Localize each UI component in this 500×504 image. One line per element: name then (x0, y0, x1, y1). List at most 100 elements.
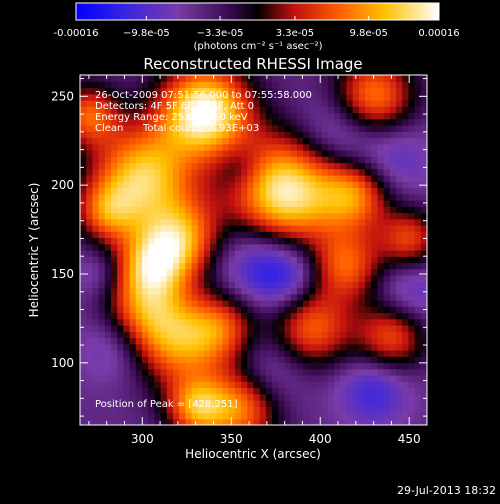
heatmap-cell (92, 106, 100, 114)
heatmap-cell (414, 231, 422, 239)
heatmap-cell (414, 287, 422, 295)
heatmap-cell (179, 175, 186, 182)
heatmap-cell (309, 350, 317, 357)
heatmap-cell (371, 112, 379, 120)
heatmap-cell (160, 200, 168, 207)
heatmap-cell (129, 343, 137, 351)
heatmap-cell (383, 81, 391, 89)
heatmap-cell (303, 343, 310, 351)
heatmap-cell (104, 187, 112, 195)
heatmap-cell (272, 262, 279, 270)
heatmap-cell (389, 131, 397, 139)
heatmap-cell (290, 331, 298, 339)
heatmap-cell (402, 156, 410, 164)
heatmap-cell (216, 337, 224, 345)
heatmap-cell (259, 262, 267, 270)
heatmap-cell (191, 218, 199, 226)
heatmap-cell (123, 331, 131, 339)
heatmap-cell (334, 250, 341, 257)
heatmap-cell (265, 168, 273, 176)
heatmap-cell (197, 187, 205, 195)
heatmap-cell (172, 81, 180, 89)
heatmap-cell (154, 143, 162, 151)
heatmap-cell (148, 75, 155, 82)
heatmap-cell (340, 112, 348, 120)
heatmap-cell (148, 175, 155, 182)
heatmap-cell (265, 112, 273, 120)
heatmap-cell (309, 293, 317, 301)
heatmap-cell (166, 312, 174, 320)
heatmap-cell (265, 175, 273, 182)
heatmap-cell (104, 312, 112, 320)
heatmap-cell (259, 131, 267, 139)
heatmap-cell (371, 275, 379, 282)
heatmap-cell (141, 337, 149, 345)
heatmap-cell (365, 325, 372, 332)
heatmap-cell (253, 368, 261, 376)
heatmap-cell (203, 400, 211, 407)
heatmap-cell (315, 118, 323, 126)
heatmap-cell (216, 137, 224, 145)
heatmap-cell (203, 331, 211, 339)
heatmap-cell (365, 231, 372, 239)
heatmap-cell (141, 243, 149, 251)
heatmap-cell (321, 181, 329, 189)
heatmap-cell (290, 118, 298, 126)
heatmap-cell (92, 406, 100, 414)
heatmap-cell (216, 75, 224, 82)
heatmap-cell (210, 356, 217, 364)
heatmap-cell (166, 275, 174, 282)
heatmap-cell (241, 118, 248, 126)
heatmap-cell (185, 306, 193, 314)
heatmap-cell (377, 87, 385, 95)
heatmap-cell (315, 406, 323, 414)
heatmap-cell (389, 256, 397, 264)
heatmap-cell (389, 300, 397, 307)
heatmap-cell (160, 112, 168, 120)
heatmap-cell (247, 350, 255, 357)
heatmap-cell (389, 106, 397, 114)
heatmap-cell (129, 350, 137, 357)
heatmap-cell (346, 100, 354, 107)
heatmap-cell (346, 106, 354, 114)
heatmap-cell (259, 293, 267, 301)
heatmap-cell (340, 75, 348, 82)
heatmap-cell (334, 375, 341, 382)
heatmap-cell (110, 381, 118, 389)
heatmap-cell (383, 306, 391, 314)
heatmap-cell (98, 331, 106, 339)
heatmap-cell (160, 168, 168, 176)
heatmap-cell (290, 343, 298, 351)
heatmap-cell (377, 143, 385, 151)
heatmap-cell (222, 418, 230, 425)
heatmap-cell (166, 318, 174, 326)
heatmap-cell (321, 131, 329, 139)
heatmap-cell (86, 312, 93, 320)
heatmap-cell (241, 393, 248, 401)
heatmap-cell (241, 206, 248, 214)
heatmap-cell (309, 118, 317, 126)
heatmap-cell (148, 156, 155, 164)
heatmap-cell (141, 262, 149, 270)
heatmap-cell (222, 106, 230, 114)
heatmap-cell (241, 400, 248, 407)
heatmap-cell (309, 343, 317, 351)
heatmap-cell (92, 325, 100, 332)
heatmap-cell (228, 300, 236, 307)
heatmap-cell (86, 218, 93, 226)
heatmap-cell (389, 281, 397, 289)
heatmap-cell (110, 275, 118, 282)
heatmap-cell (259, 212, 267, 220)
heatmap-cell (110, 343, 118, 351)
heatmap-cell (203, 318, 211, 326)
heatmap-cell (92, 293, 100, 301)
heatmap-cell (321, 412, 329, 420)
heatmap-cell (203, 350, 211, 357)
heatmap-cell (117, 156, 124, 164)
heatmap-cell (241, 168, 248, 176)
heatmap-cell (402, 300, 410, 307)
heatmap-cell (148, 312, 155, 320)
heatmap-cell (352, 156, 360, 164)
heatmap-cell (296, 250, 304, 257)
heatmap-cell (420, 81, 427, 89)
